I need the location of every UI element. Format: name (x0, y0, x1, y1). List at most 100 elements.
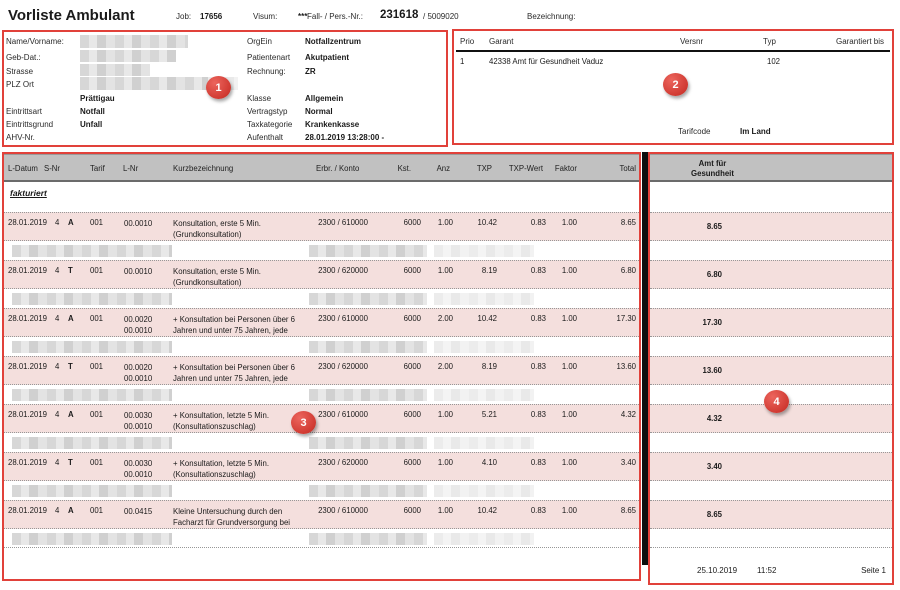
redacted-block (12, 245, 172, 257)
cell-desc: Konsultation, erste 5 Min. (Grundkonsulta… (173, 266, 315, 288)
column-divider (642, 152, 648, 565)
redacted-block (434, 389, 534, 401)
cell-lnr: 00.0010 (124, 266, 166, 277)
lnr-line1: 00.0020 (124, 363, 153, 372)
desc-line1: + Konsultation bei Personen über 6 (173, 363, 296, 372)
cell-flag: A (68, 506, 74, 515)
cell-flag: A (68, 218, 74, 227)
cell-snr: 4 (55, 314, 60, 323)
cell-lnr: 00.0010 (124, 218, 166, 229)
amt-header-line1: Amt für (698, 159, 727, 168)
amt-row: 8.65 (650, 500, 892, 529)
desc-line1: + Konsultation bei Personen über 6 (173, 315, 296, 324)
taxkategorie-value: Krankenkasse (305, 120, 360, 129)
cell-txp: 4.10 (481, 458, 497, 467)
cell-desc: + Konsultation, letzte 5 Min. (Konsultati… (173, 410, 315, 432)
table-row: 28.01.2019 4 T 001 00.0020 00.0010 + Kons… (4, 356, 639, 385)
cell-datum: 28.01.2019 (8, 458, 48, 467)
amt-gap (650, 481, 892, 500)
cell-datum: 28.01.2019 (8, 362, 48, 371)
footer-date: 25.10.2019 (697, 566, 738, 575)
amt-row: 13.60 (650, 356, 892, 385)
lnr-line1: 00.0010 (124, 267, 153, 276)
cell-total: 13.60 (616, 362, 636, 371)
lnr-line1: 00.0010 (124, 219, 153, 228)
amt-gap (650, 289, 892, 308)
col-kst: Kst. (397, 164, 411, 173)
cell-flag: T (68, 266, 73, 275)
rechnung-label: Rechnung: (247, 67, 286, 76)
section-fakturiert: fakturiert (10, 188, 47, 198)
cell-total: 3.40 (620, 458, 636, 467)
eintrittsgrund-value: Unfall (80, 120, 103, 129)
strasse-label: Strasse (6, 67, 34, 76)
cell-lnr: 00.0415 (124, 506, 166, 517)
col-txp-wert: TXP-Wert (508, 164, 543, 173)
cell-datum: 28.01.2019 (8, 266, 48, 275)
redacted-block (434, 437, 534, 449)
cell-faktor: 1.00 (561, 266, 577, 275)
desc-line1: + Konsultation, letzte 5 Min. (173, 411, 269, 420)
amt-value: 3.40 (706, 462, 722, 471)
table-row: 28.01.2019 4 A 001 00.0020 00.0010 + Kons… (4, 308, 639, 337)
desc-line2: Jahren und unter 75 Jahren, jede (173, 374, 288, 383)
amt-value: 4.32 (706, 414, 722, 423)
lnr-line1: 00.0415 (124, 507, 153, 516)
table-row: 28.01.2019 4 T 001 00.0010 Konsultation,… (4, 260, 639, 289)
redacted-block (12, 341, 172, 353)
desc-line2: (Grundkonsultation) (173, 278, 242, 287)
cell-lnr: 00.0030 00.0010 (124, 458, 166, 480)
cell-flag: T (68, 362, 73, 371)
redacted-block (12, 437, 172, 449)
cell-flag: T (68, 458, 73, 467)
desc-line2: (Konsultationszuschlag) (173, 422, 256, 431)
klasse-label: Klasse (247, 94, 272, 103)
desc-line2: (Grundkonsultation) (173, 230, 242, 239)
desc-line2: (Konsultationszuschlag) (173, 470, 256, 479)
redacted-block (309, 533, 427, 545)
visum-value: *** (298, 12, 308, 21)
cell-txp: 8.19 (481, 362, 497, 371)
cell-faktor: 1.00 (561, 410, 577, 419)
amt-value: 13.60 (702, 366, 722, 375)
cell-total: 17.30 (616, 314, 636, 323)
cell-tarif: 001 (90, 362, 104, 371)
footer-page: Seite 1 (861, 566, 886, 575)
cell-anz: 1.00 (437, 458, 453, 467)
amt-gap (650, 433, 892, 452)
redacted-block (434, 485, 534, 497)
redacted-block (12, 293, 172, 305)
bezeichnung-label: Bezeichnung: (527, 12, 576, 21)
report-footer: 25.10.2019 11:52 Seite 1 (650, 566, 892, 578)
cell-tarif: 001 (90, 506, 104, 515)
redacted-block (12, 485, 172, 497)
cell-kst: 6000 (403, 410, 421, 419)
lnr-line2: 00.0010 (124, 374, 153, 383)
pers-number: / 5009020 (423, 12, 459, 21)
redacted-block (434, 533, 534, 545)
plz-label: PLZ Ort (6, 80, 35, 89)
cell-faktor: 1.00 (561, 218, 577, 227)
name-label: Name/Vorname: (6, 37, 64, 46)
cell-datum: 28.01.2019 (8, 314, 48, 323)
desc-line1: + Konsultation, letzte 5 Min. (173, 459, 269, 468)
tarifcode-label: Tarifcode (678, 127, 711, 136)
cell-flag: A (68, 410, 74, 419)
cell-kst: 6000 (403, 218, 421, 227)
table-row: 28.01.2019 4 A 001 00.0030 00.0010 + Kons… (4, 404, 639, 433)
cell-anz: 2.00 (437, 362, 453, 371)
footer-time: 11:52 (757, 566, 777, 575)
region-value: Prättigau (80, 94, 115, 103)
ahv-label: AHV-Nr. (6, 133, 35, 142)
cell-txpwert: 0.83 (530, 458, 546, 467)
col-erbr-konto: Erbr. / Konto (316, 164, 360, 173)
prio-header: Prio (460, 37, 475, 46)
redacted-block (309, 437, 427, 449)
amt-gesundheit-panel: Amt für Gesundheit 8.65 6.80 17.30 13.60… (648, 152, 894, 585)
service-table-header: L-Datum S-Nr Tarif L-Nr Kurzbezeichnung … (4, 154, 639, 182)
cell-total: 8.65 (620, 218, 636, 227)
redacted-block (309, 389, 427, 401)
cell-kst: 6000 (403, 362, 421, 371)
redacted-row (4, 241, 639, 260)
col-tarif: Tarif (90, 164, 105, 173)
